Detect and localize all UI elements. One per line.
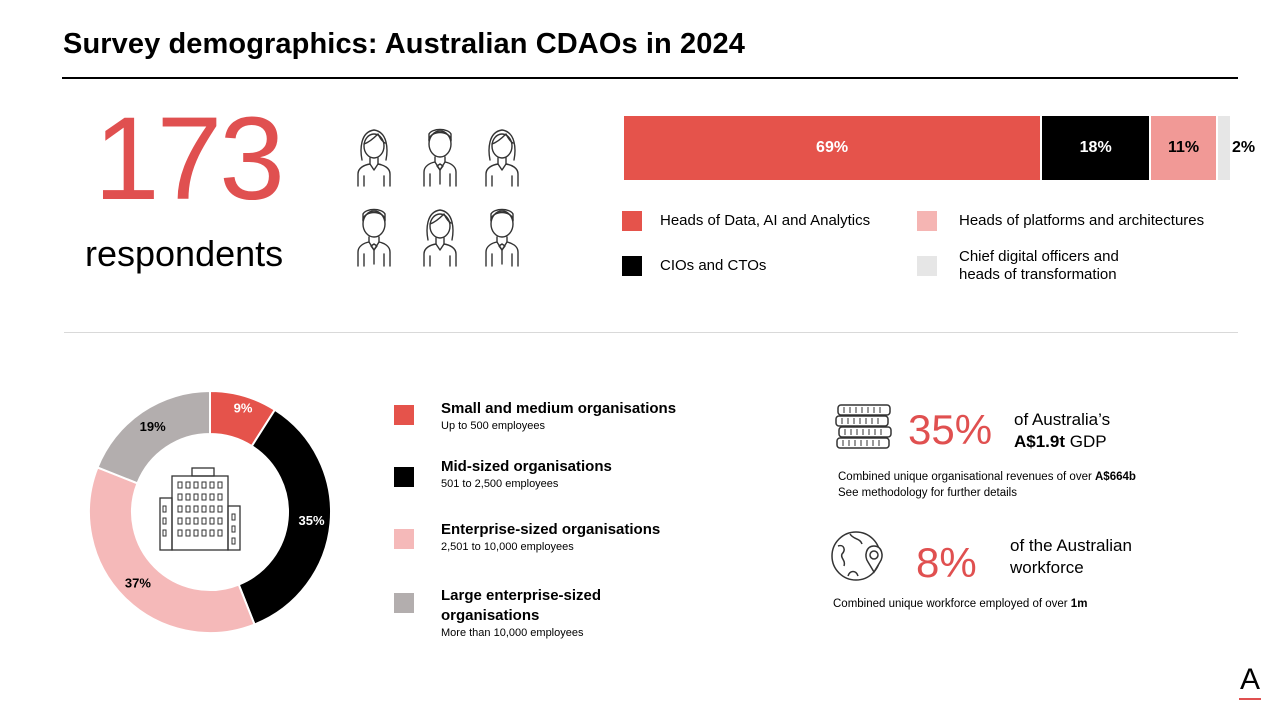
man-icon bbox=[423, 128, 457, 187]
woman-icon bbox=[357, 129, 391, 187]
org-legend-enterprise: Enterprise-sized organisations 2,501 to … bbox=[441, 520, 660, 554]
donut-slice-label: 37% bbox=[125, 576, 151, 591]
workforce-stat-line1: of the Australian bbox=[1010, 536, 1132, 555]
role-stacked-bar: 69% 18% 11% 2% bbox=[624, 116, 1255, 180]
gdp-stat-value: 35% bbox=[908, 406, 993, 453]
org-legend-swatch-large bbox=[394, 593, 414, 613]
office-building-icon bbox=[159, 467, 241, 551]
gdp-note-bold: A$664b bbox=[1095, 471, 1136, 483]
legend-label-cdo: Chief digital officers and heads of tran… bbox=[959, 248, 1119, 284]
gdp-note: Combined unique organisational revenues … bbox=[838, 469, 1136, 501]
legend-swatch-platforms bbox=[917, 211, 937, 231]
page-title: Survey demographics: Australian CDAOs in… bbox=[63, 28, 745, 60]
woman-icon bbox=[485, 129, 519, 187]
woman-icon bbox=[423, 209, 457, 267]
legend-label-cdo-line1: Chief digital officers and bbox=[959, 248, 1119, 265]
org-legend-large: Large enterprise-sized organisations Mor… bbox=[441, 586, 601, 640]
section-divider bbox=[64, 332, 1238, 333]
title-rule bbox=[62, 77, 1238, 79]
workforce-note: Combined unique workforce employed of ov… bbox=[833, 596, 1087, 612]
org-legend-title: Enterprise-sized organisations bbox=[441, 521, 661, 538]
people-icons-grid bbox=[357, 128, 519, 267]
org-legend-sme: Small and medium organisations Up to 500… bbox=[441, 399, 676, 433]
coins-stack-icon bbox=[835, 404, 892, 449]
gdp-stat-line2: A$1.9t GDP bbox=[1014, 431, 1110, 453]
org-legend-swatch-enterprise bbox=[394, 529, 414, 549]
bar-segment-1: 69% bbox=[624, 116, 1041, 180]
legend-label-cios: CIOs and CTOs bbox=[660, 257, 767, 274]
bar-segment-label: 69% bbox=[816, 139, 849, 156]
bar-segment-3: 11% bbox=[1151, 116, 1216, 180]
donut-slice-label: 9% bbox=[234, 401, 253, 416]
workforce-note-prefix: Combined unique workforce employed of ov… bbox=[833, 598, 1071, 610]
brand-logo: A bbox=[1236, 664, 1264, 704]
org-legend-sub: 501 to 2,500 employees bbox=[441, 478, 559, 490]
org-legend-title-line1: Large enterprise-sized bbox=[441, 587, 602, 604]
workforce-stat-value: 8% bbox=[916, 539, 977, 586]
legend-label-heads-data: Heads of Data, AI and Analytics bbox=[660, 212, 871, 229]
donut-slice-3 bbox=[88, 466, 256, 634]
bar-segment-label: 18% bbox=[1079, 139, 1112, 156]
man-icon bbox=[357, 208, 391, 267]
org-legend-title: Small and medium organisations bbox=[441, 400, 677, 417]
donut-slice-2 bbox=[237, 408, 332, 626]
bar-segment-4: 2% bbox=[1217, 116, 1255, 180]
workforce-note-bold: 1m bbox=[1070, 598, 1088, 610]
org-legend-swatch-mid bbox=[394, 467, 414, 487]
legend-swatch-heads-data bbox=[622, 211, 642, 231]
brand-logo-letter: A bbox=[1239, 663, 1260, 696]
gdp-amount: A$1.9t bbox=[1014, 432, 1066, 451]
legend-swatch-cdo bbox=[917, 256, 937, 276]
brand-logo-underline bbox=[1239, 698, 1261, 700]
gdp-note-line1: Combined unique organisational revenues … bbox=[838, 469, 1136, 485]
gdp-note-line2: See methodology for further details bbox=[838, 487, 1017, 499]
donut-slice-label: 35% bbox=[299, 513, 325, 528]
donut-slice-4 bbox=[96, 389, 211, 485]
org-legend-sub: 2,501 to 10,000 employees bbox=[441, 541, 574, 553]
org-size-donut-chart: 9% 35% 37% 19% bbox=[88, 389, 332, 634]
donut-slice-label: 19% bbox=[140, 419, 166, 434]
org-legend-swatch-sme bbox=[394, 405, 414, 425]
org-legend-sub: More than 10,000 employees bbox=[441, 627, 584, 639]
org-legend-mid: Mid-sized organisations 501 to 2,500 emp… bbox=[441, 457, 612, 491]
gdp-stat-line1: of Australia’s bbox=[1014, 410, 1111, 429]
org-legend-sub: Up to 500 employees bbox=[441, 420, 545, 432]
bar-segment-label: 11% bbox=[1167, 139, 1200, 156]
workforce-stat-line2: workforce bbox=[1010, 558, 1084, 577]
legend-label-platforms: Heads of platforms and architectures bbox=[959, 212, 1205, 229]
respondent-count: 173 bbox=[94, 93, 285, 225]
gdp-note-prefix: Combined unique organisational revenues … bbox=[838, 471, 1095, 483]
bar-segment-label: 2% bbox=[1231, 139, 1256, 156]
gdp-stat-text: of Australia’s A$1.9t GDP bbox=[1014, 409, 1110, 453]
bar-segment-2: 18% bbox=[1042, 116, 1150, 180]
globe-location-icon bbox=[831, 531, 883, 581]
org-legend-title: Mid-sized organisations bbox=[441, 458, 612, 475]
legend-label-cdo-line2: heads of transformation bbox=[959, 266, 1117, 283]
man-icon bbox=[485, 208, 519, 267]
org-legend-title-line2: organisations bbox=[441, 607, 540, 624]
workforce-stat-text: of the Australian workforce bbox=[1010, 535, 1132, 579]
legend-swatch-cios bbox=[622, 256, 642, 276]
gdp-suffix: GDP bbox=[1065, 432, 1107, 451]
respondent-label: respondents bbox=[85, 233, 284, 274]
